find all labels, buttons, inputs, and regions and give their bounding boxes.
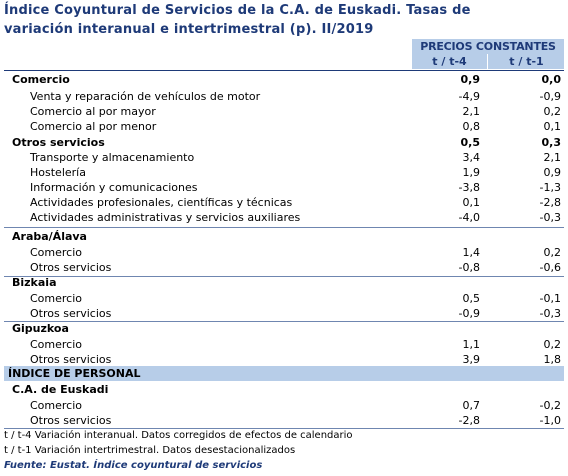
- value-quarterly: 0,3: [541, 136, 562, 149]
- table-row: Otros servicios 3,9 1,8: [4, 352, 564, 367]
- value-interannual: 0,7: [462, 399, 481, 412]
- row-label: Venta y reparación de vehículos de motor: [30, 90, 261, 103]
- table-row: Hostelería 1,9 0,9: [4, 165, 564, 180]
- section-divider: [4, 227, 564, 228]
- row-label: Comercio: [30, 246, 83, 259]
- header-columns: t / t-4 t / t-1: [412, 54, 564, 69]
- row-label: Información y comunicaciones: [30, 181, 198, 194]
- territory-name: Gipuzkoa: [12, 322, 69, 335]
- table-row: Otros servicios -0,8 -0,6: [4, 260, 564, 275]
- value-interannual: -4,0: [458, 211, 480, 224]
- table-row: Información y comunicaciones -3,8 -1,3: [4, 180, 564, 195]
- table-row: Comercio al por mayor 2,1 0,2: [4, 104, 564, 119]
- row-label: Actividades administrativas y servicios …: [30, 211, 301, 224]
- region-name: C.A. de Euskadi: [12, 383, 109, 396]
- note-interannual: t / t-4 Variación interanual. Datos corr…: [4, 430, 353, 441]
- source-note: Fuente: Eustat. Índice coyuntural de ser…: [4, 460, 263, 471]
- value-quarterly: -0,3: [539, 211, 561, 224]
- personal-band: ÍNDICE DE PERSONAL: [4, 366, 564, 381]
- row-label: Comercio: [30, 338, 83, 351]
- value-quarterly: -1,3: [539, 181, 561, 194]
- section-divider: [4, 276, 564, 277]
- value-interannual: -3,8: [458, 181, 480, 194]
- table-bottom-border: [4, 428, 564, 429]
- table-row: Comercio al por menor 0,8 0,1: [4, 119, 564, 134]
- row-label: Otros servicios: [30, 353, 112, 366]
- territory-name: Araba/Álava: [12, 230, 87, 243]
- table-row: Otros servicios 0,5 0,3: [4, 135, 564, 150]
- value-interannual: -2,8: [458, 414, 480, 427]
- table-row: Comercio 0,9 0,0: [4, 72, 564, 87]
- value-interannual: -0,8: [458, 261, 480, 274]
- value-quarterly: 0,2: [543, 105, 562, 118]
- table-row: Actividades profesionales, científicas y…: [4, 195, 564, 210]
- row-label: Transporte y almacenamiento: [30, 151, 195, 164]
- value-interannual: 1,9: [462, 166, 481, 179]
- value-quarterly: -0,3: [539, 307, 561, 320]
- value-quarterly: -2,8: [539, 196, 561, 209]
- table-row: Otros servicios -2,8 -1,0: [4, 413, 564, 428]
- value-interannual: 3,9: [462, 353, 481, 366]
- value-quarterly: 0,1: [543, 120, 562, 133]
- section-divider: [4, 321, 564, 322]
- value-quarterly: -0,2: [539, 399, 561, 412]
- header-col-quarterly: t / t-1: [509, 55, 544, 68]
- title-line-1: Índice Coyuntural de Servicios de la C.A…: [4, 3, 471, 18]
- value-quarterly: 0,9: [543, 166, 562, 179]
- value-interannual: 1,1: [462, 338, 481, 351]
- row-label: Comercio al por mayor: [30, 105, 156, 118]
- row-label: Otros servicios: [30, 307, 112, 320]
- table-title: Índice Coyuntural de Servicios de la C.A…: [4, 1, 564, 39]
- value-interannual: 2,1: [462, 105, 481, 118]
- header-group: PRECIOS CONSTANTES: [412, 39, 564, 54]
- row-label: Comercio: [30, 399, 83, 412]
- value-interannual: -4,9: [458, 90, 480, 103]
- row-label: Hostelería: [30, 166, 86, 179]
- table-row: Comercio 1,4 0,2: [4, 245, 564, 260]
- value-interannual: 0,8: [462, 120, 481, 133]
- title-line-2: variación interanual e intertrimestral (…: [4, 22, 374, 37]
- value-interannual: 3,4: [462, 151, 481, 164]
- value-interannual: 0,5: [460, 136, 481, 149]
- value-interannual: 1,4: [462, 246, 481, 259]
- table-row: Comercio 1,1 0,2: [4, 337, 564, 352]
- row-label: Actividades profesionales, científicas y…: [30, 196, 293, 209]
- territory-heading: Araba/Álava: [4, 229, 564, 244]
- value-interannual: 0,5: [462, 292, 481, 305]
- value-quarterly: -1,0: [539, 414, 561, 427]
- note-quarterly: t / t-1 Variación intertrimestral. Datos…: [4, 445, 296, 456]
- value-interannual: -0,9: [458, 307, 480, 320]
- table-row: Venta y reparación de vehículos de motor…: [4, 89, 564, 104]
- value-interannual: 0,9: [460, 73, 481, 86]
- value-quarterly: 0,0: [541, 73, 562, 86]
- table-row: Comercio 0,5 -0,1: [4, 291, 564, 306]
- value-quarterly: -0,1: [539, 292, 561, 305]
- territory-name: Bizkaia: [12, 276, 57, 289]
- row-label: Otros servicios: [12, 136, 105, 149]
- row-label: Comercio: [12, 73, 70, 86]
- table-row: Actividades administrativas y servicios …: [4, 210, 564, 225]
- value-quarterly: 0,2: [543, 338, 562, 351]
- row-label: Comercio al por menor: [30, 120, 157, 133]
- table-row: Otros servicios -0,9 -0,3: [4, 306, 564, 321]
- header-divider: [4, 70, 564, 71]
- table-row: Comercio 0,7 -0,2: [4, 398, 564, 413]
- row-label: Comercio: [30, 292, 83, 305]
- row-label: Otros servicios: [30, 261, 112, 274]
- value-interannual: 0,1: [462, 196, 481, 209]
- value-quarterly: -0,9: [539, 90, 561, 103]
- value-quarterly: 0,2: [543, 246, 562, 259]
- territory-heading: Gipuzkoa: [4, 321, 564, 336]
- row-label: Otros servicios: [30, 414, 112, 427]
- header-col-interannual: t / t-4: [412, 54, 488, 69]
- personal-band-label: ÍNDICE DE PERSONAL: [8, 367, 141, 380]
- value-quarterly: -0,6: [539, 261, 561, 274]
- value-quarterly: 1,8: [543, 353, 562, 366]
- table-row: Transporte y almacenamiento 3,4 2,1: [4, 150, 564, 165]
- region-heading: C.A. de Euskadi: [4, 382, 564, 397]
- territory-heading: Bizkaia: [4, 275, 564, 290]
- value-quarterly: 2,1: [543, 151, 562, 164]
